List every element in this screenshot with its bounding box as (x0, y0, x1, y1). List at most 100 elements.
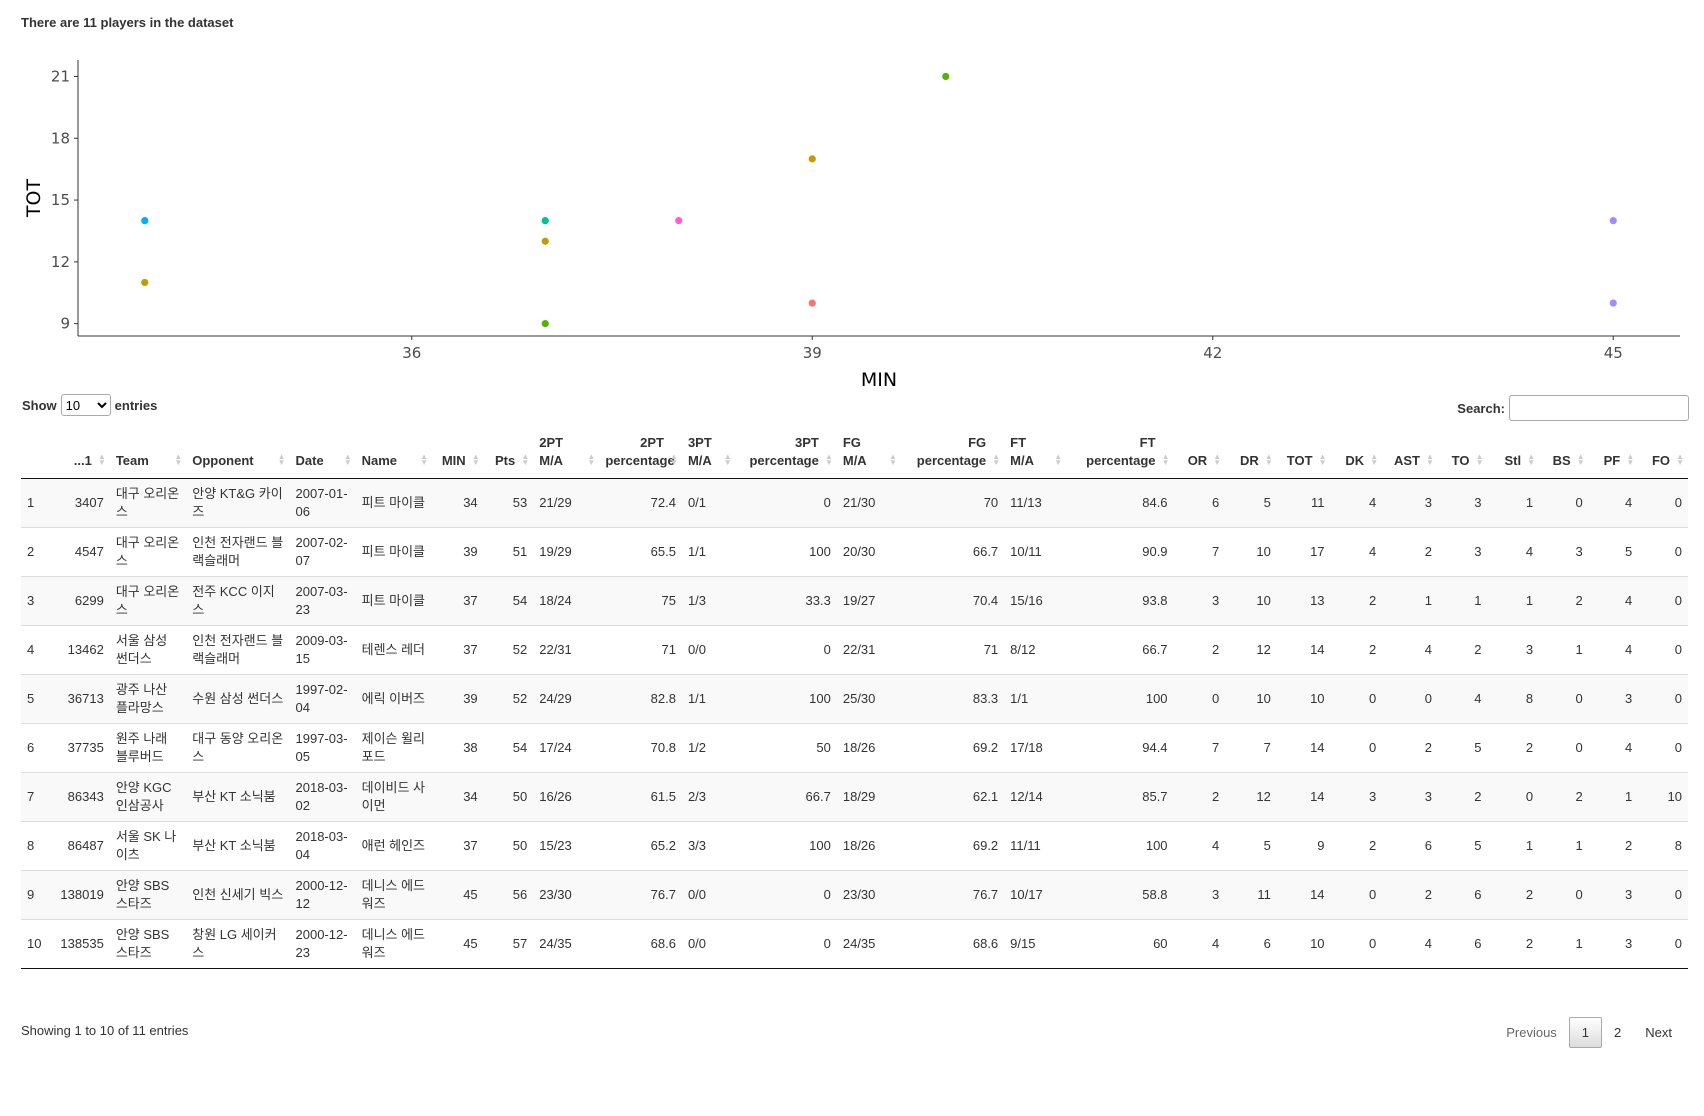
sort-arrows-icon: ▲ ▼ (1426, 452, 1434, 467)
table-cell: 5 (1437, 723, 1488, 773)
column-header[interactable]: Opponent ▲ ▼ (186, 428, 290, 479)
table-row[interactable]: 5 36713 광주 나산 플라망스 수원 삼성 썬더스 1997-02-04 에릭 이버… (21, 674, 1688, 724)
column-header[interactable]: TOT ▲ ▼ (1276, 428, 1331, 479)
column-header[interactable]: 3PT M/A ▲ ▼ (681, 428, 736, 479)
table-cell: 0 (735, 478, 837, 528)
column-header[interactable]: TO ▲ ▼ (1437, 428, 1488, 479)
scatter-point (141, 217, 149, 225)
column-header[interactable]: Date ▲ ▼ (289, 428, 356, 479)
table-cell: 0 (735, 625, 837, 675)
column-header-label: Stl (1504, 453, 1522, 468)
table-cell: 수원 삼성 썬더스 (186, 674, 290, 724)
column-header[interactable]: ...1 ▲ ▼ (45, 428, 110, 479)
column-header[interactable]: AST ▲ ▼ (1382, 428, 1438, 479)
column-header[interactable]: Team ▲ ▼ (109, 428, 187, 479)
column-header[interactable]: FG percentage ▲ ▼ (900, 428, 1005, 479)
table-cell: 4547 (45, 527, 110, 577)
column-header[interactable]: FT percentage ▲ ▼ (1066, 428, 1174, 479)
table-cell: 84.6 (1066, 478, 1174, 528)
table-cell: 애런 헤인즈 (355, 821, 433, 871)
column-header[interactable]: BS ▲ ▼ (1539, 428, 1589, 479)
table-cell: 3 (1539, 527, 1589, 577)
search-input[interactable] (1509, 395, 1689, 421)
page-button-2[interactable]: 2 (1614, 1025, 1622, 1040)
table-cell: 인천 전자랜드 블랙슬래머 (186, 625, 290, 675)
column-header-label: MIN (441, 453, 466, 468)
column-header[interactable]: DR ▲ ▼ (1225, 428, 1277, 479)
column-header[interactable]: 3PT percentage ▲ ▼ (735, 428, 837, 479)
table-cell: 10 (1276, 674, 1331, 724)
column-header[interactable]: DK ▲ ▼ (1330, 428, 1383, 479)
table-cell: 4 (21, 625, 46, 675)
previous-page-button[interactable]: Previous (1506, 1025, 1557, 1040)
table-cell: 38 (432, 723, 484, 773)
table-cell: 피트 마이클 (355, 478, 433, 528)
table-cell: 4 (1588, 576, 1639, 626)
sort-arrows-icon: ▲ ▼ (1161, 452, 1170, 467)
table-row[interactable]: 2 4547 대구 오리온스 인천 전자랜드 블랙슬래머 2007-02-07 피트 마이… (21, 527, 1688, 577)
show-label: Show (22, 397, 57, 413)
page-button-1[interactable]: 1 (1568, 1017, 1603, 1048)
table-row[interactable]: 6 37735 원주 나래 블루버드 대구 동양 오리온스 1997-03-05 제이슨 … (21, 723, 1688, 773)
entries-length-select[interactable]: 10 (60, 394, 111, 416)
table-cell: 2 (1173, 625, 1226, 675)
table-cell: 안양 KGC 인삼공사 (109, 772, 187, 822)
column-header[interactable]: FG M/A ▲ ▼ (836, 428, 901, 479)
sort-arrows-icon: ▲ ▼ (992, 452, 1001, 467)
table-cell: 24/35 (533, 919, 600, 969)
sort-arrows-icon: ▲ ▼ (1213, 452, 1222, 467)
table-cell: 0 (1638, 723, 1688, 773)
table-cell: 100 (735, 821, 837, 871)
table-row[interactable]: 4 13462 서울 삼성 썬더스 인천 전자랜드 블랙슬래머 2009-03-15 테렌… (21, 625, 1688, 675)
column-header[interactable]: Stl ▲ ▼ (1487, 428, 1540, 479)
table-cell: 5 (21, 674, 46, 724)
table-cell: 56 (483, 870, 534, 920)
table-cell: 3407 (45, 478, 110, 528)
table-cell: 3 (21, 576, 46, 626)
table-cell: 93.8 (1066, 576, 1174, 626)
table-cell: 0 (1539, 870, 1589, 920)
table-row[interactable]: 10 138535 안양 SBS 스타즈 창원 LG 세이커스 2000-12-23 데니… (21, 919, 1688, 969)
table-cell: 1/2 (681, 723, 736, 773)
table-cell: 대구 오리온스 (109, 576, 187, 626)
table-cell: 3 (1330, 772, 1383, 822)
table-cell: 원주 나래 블루버드 (109, 723, 187, 773)
column-header[interactable]: PF ▲ ▼ (1588, 428, 1639, 479)
table-cell: 3 (1588, 919, 1639, 969)
column-header[interactable]: 2PT percentage ▲ ▼ (599, 428, 682, 479)
table-cell: 34 (432, 772, 484, 822)
table-row[interactable]: 9 138019 안양 SBS 스타즈 인천 신세기 빅스 2000-12-12 데니스 … (21, 870, 1688, 920)
scatter-point (141, 278, 149, 287)
table-row[interactable]: 1 3407 대구 오리온스 안양 KT&G 카이즈 2007-01-06 피트 마이클 3… (21, 478, 1688, 528)
table-cell: 16/26 (533, 772, 600, 822)
column-header[interactable]: 2PT M/A ▲ ▼ (533, 428, 600, 479)
table-cell: 전주 KCC 이지스 (186, 576, 290, 626)
table-cell: 2 (1487, 919, 1540, 969)
table-cell: 19/29 (533, 527, 600, 577)
table-cell: 24/35 (836, 919, 901, 969)
table-cell: 10/11 (1004, 527, 1067, 577)
table-cell: 12/14 (1004, 772, 1067, 822)
table-cell: 테렌스 레더 (355, 625, 433, 675)
column-header[interactable]: OR ▲ ▼ (1173, 428, 1226, 479)
sort-arrows-icon: ▲ ▼ (824, 452, 833, 467)
x-axis-title: MIN (861, 369, 897, 391)
table-cell: 0 (1539, 478, 1589, 528)
table-cell: 6 (1225, 919, 1277, 969)
table-cell: 에릭 이버즈 (355, 674, 433, 724)
search-control: Search: (1457, 395, 1689, 421)
column-header[interactable]: Pts ▲ ▼ (483, 428, 534, 479)
scatter-point (942, 72, 950, 81)
table-row[interactable]: 7 86343 안양 KGC 인삼공사 부산 KT 소닉붐 2018-03-02 데이비드… (21, 772, 1688, 822)
column-header[interactable]: Name ▲ ▼ (355, 428, 433, 479)
table-row[interactable]: 3 6299 대구 오리온스 전주 KCC 이지스 2007-03-23 피트 마이클 37… (21, 576, 1688, 626)
column-header[interactable]: FO ▲ ▼ (1638, 428, 1688, 479)
table-cell: 1/1 (1004, 674, 1067, 724)
table-cell: 6 (1382, 821, 1438, 871)
scatter-point (675, 217, 683, 225)
table-row[interactable]: 8 86487 서울 SK 나이츠 부산 KT 소닉붐 2018-03-04 애런 헤인즈… (21, 821, 1688, 871)
column-header[interactable]: MIN ▲ ▼ (432, 428, 484, 479)
column-header-label: DK (1345, 453, 1365, 468)
column-header[interactable]: FT M/A ▲ ▼ (1004, 428, 1067, 479)
next-page-button[interactable]: Next (1645, 1025, 1672, 1040)
